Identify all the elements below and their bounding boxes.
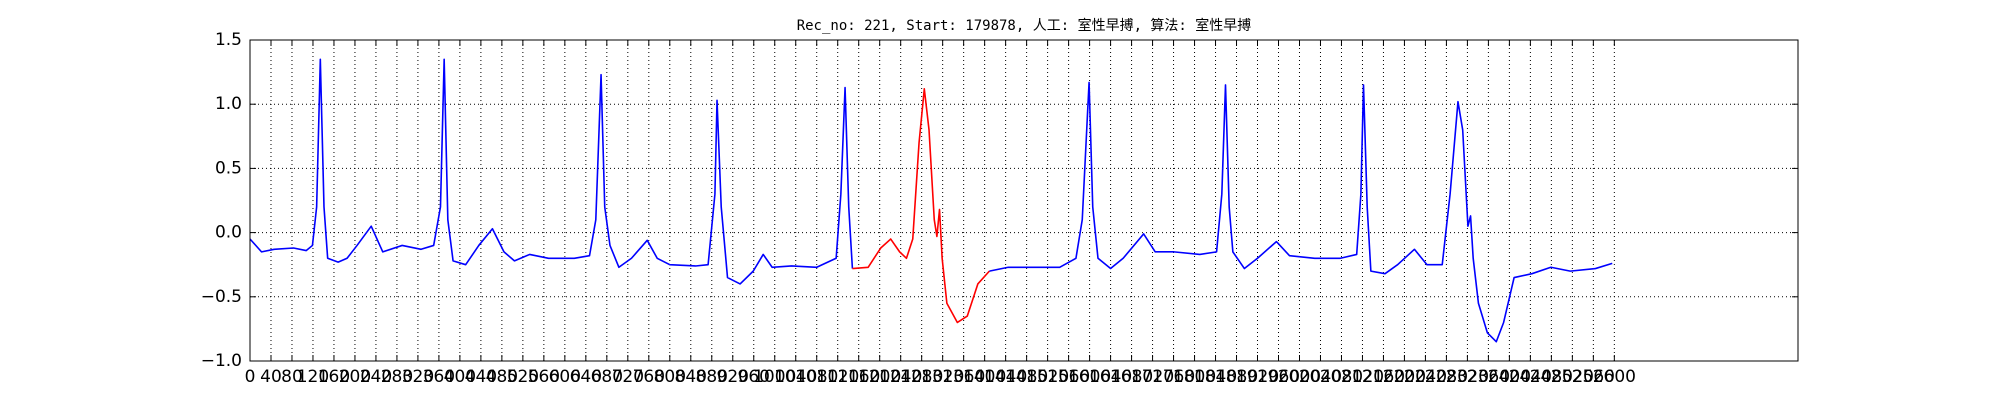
x-tick-label: 2120 — [1341, 367, 1384, 387]
x-tick-label: 680 — [591, 367, 623, 387]
x-tick-label: 1440 — [984, 367, 1027, 387]
x-tick-label: 440 — [465, 367, 497, 387]
x-tick-label: 1680 — [1110, 367, 1153, 387]
x-tick-label: 840 — [675, 367, 707, 387]
y-tick-label: 1.0 — [215, 94, 242, 114]
y-tick-label: −1.0 — [201, 351, 242, 371]
chart-title: Rec_no: 221, Start: 179878, 人工: 室性早搏, 算法… — [797, 17, 1252, 34]
x-tick-label: 1320 — [921, 367, 964, 387]
x-tick-label: 1040 — [774, 367, 817, 387]
x-tick-label: 1200 — [858, 367, 901, 387]
x-tick-label: 2200 — [1383, 367, 1426, 387]
x-tick-label: 520 — [507, 367, 539, 387]
x-tick-label: 1080 — [795, 367, 838, 387]
x-tick-label: 120 — [297, 367, 329, 387]
x-tick-label: 2440 — [1509, 367, 1552, 387]
x-tick-label: 2280 — [1425, 367, 1468, 387]
x-tick-label: 920 — [717, 367, 749, 387]
x-tick-label: 280 — [381, 367, 413, 387]
x-tick-label: 2320 — [1446, 367, 1489, 387]
x-tick-label: 200 — [339, 367, 371, 387]
x-tick-label: 1360 — [942, 367, 985, 387]
ecg-line — [989, 81, 1613, 343]
x-tick-label: 1240 — [879, 367, 922, 387]
x-tick-label: 2600 — [1593, 367, 1636, 387]
x-tick-label: 2160 — [1362, 367, 1405, 387]
x-tick-label: 1960 — [1257, 367, 1300, 387]
x-tick-label: 1480 — [1005, 367, 1048, 387]
x-tick-label: 2240 — [1404, 367, 1447, 387]
x-tick-label: 1920 — [1236, 367, 1279, 387]
x-tick-label: 2480 — [1530, 367, 1573, 387]
x-tick-label: 1120 — [816, 367, 859, 387]
x-tick-label: 2080 — [1320, 367, 1363, 387]
x-tick-label: 2000 — [1278, 367, 1321, 387]
x-tick-label: 40 — [260, 367, 282, 387]
x-tick-label: 2560 — [1572, 367, 1615, 387]
x-tick-label: 0 — [245, 367, 256, 387]
x-tick-label: 1160 — [837, 367, 880, 387]
y-tick-label: −0.5 — [201, 287, 242, 307]
x-tick-label: 560 — [528, 367, 560, 387]
x-tick-label: 1280 — [900, 367, 943, 387]
x-tick-label: 880 — [696, 367, 728, 387]
x-tick-label: 1640 — [1089, 367, 1132, 387]
x-tick-label: 1600 — [1068, 367, 1111, 387]
x-tick-label: 160 — [318, 367, 350, 387]
x-tick-label: 720 — [612, 367, 644, 387]
x-tick-label: 1840 — [1194, 367, 1237, 387]
x-tick-label: 1880 — [1215, 367, 1258, 387]
x-tick-label: 1800 — [1173, 367, 1216, 387]
x-tick-label: 2520 — [1551, 367, 1594, 387]
x-tick-label: 1760 — [1152, 367, 1195, 387]
ecg-line — [852, 87, 990, 324]
x-tick-label: 1720 — [1131, 367, 1174, 387]
x-tick-label: 640 — [570, 367, 602, 387]
x-tick-label: 480 — [486, 367, 518, 387]
x-tick-label: 800 — [654, 367, 686, 387]
x-tick-label: 960 — [738, 367, 770, 387]
x-tick-label: 80 — [281, 367, 303, 387]
x-tick-label: 1560 — [1047, 367, 1090, 387]
x-tick-label: 2040 — [1299, 367, 1342, 387]
y-tick-label: 0.5 — [215, 158, 242, 178]
x-tick-label: 760 — [633, 367, 665, 387]
x-tick-label: 600 — [549, 367, 581, 387]
x-tick-label: 400 — [444, 367, 476, 387]
x-tick-label: 2400 — [1488, 367, 1531, 387]
x-tick-label: 360 — [423, 367, 455, 387]
x-tick-label: 1400 — [963, 367, 1006, 387]
x-tick-label: 240 — [360, 367, 392, 387]
x-tick-label: 1520 — [1026, 367, 1069, 387]
y-tick-label: 0.0 — [215, 223, 242, 243]
x-tick-label: 1000 — [753, 367, 796, 387]
x-tick-label: 320 — [402, 367, 434, 387]
ecg-line — [249, 58, 854, 285]
y-tick-label: 1.5 — [215, 30, 242, 50]
x-tick-label: 2360 — [1467, 367, 1510, 387]
plot-frame — [249, 39, 1799, 362]
